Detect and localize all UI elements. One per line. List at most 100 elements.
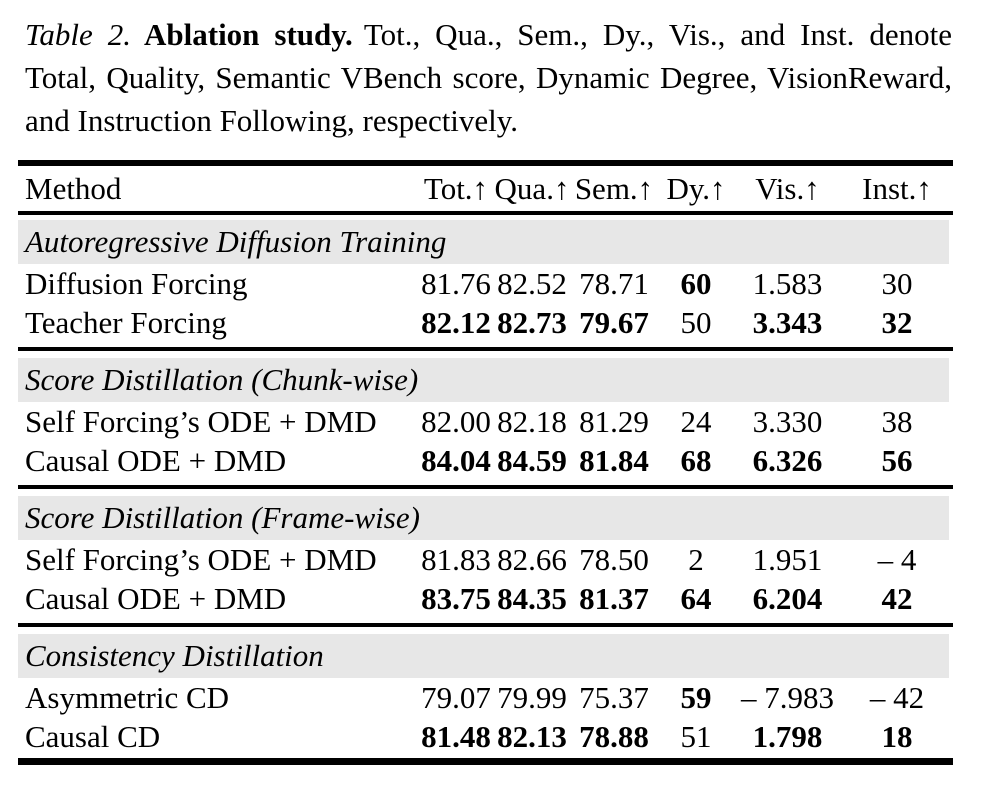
metric-value: 18 (881, 718, 913, 754)
spacer-cell (18, 489, 953, 496)
table-row: Self Forcing’s ODE + DMD 81.83 82.66 78.50 2… (18, 540, 953, 579)
method-name: Causal ODE + DMD (25, 580, 287, 616)
metric-value: 81.76 (421, 265, 491, 301)
column-header-method: Method (25, 170, 122, 206)
table-row: Asymmetric CD 79.07 79.99 75.37 59 – 7.983 – 4… (18, 678, 953, 717)
metric-value: 81.37 (579, 580, 649, 616)
metric-value: 81.29 (579, 403, 649, 439)
metric-value: 84.04 (421, 442, 491, 478)
metric-value: 38 (881, 403, 913, 439)
spacer-row (18, 489, 953, 496)
method-name: Causal CD (25, 718, 161, 754)
metric-value: 82.52 (497, 265, 567, 301)
metric-value: 78.71 (579, 265, 649, 301)
column-header-metric: Dy.↑ (666, 170, 726, 206)
metric-value: 81.48 (421, 718, 491, 754)
metric-value: 82.66 (497, 541, 567, 577)
table-section: Consistency Distillation Asymmetric CD 79.… (18, 627, 957, 761)
caption-body: Tot., Qua., Sem., Dy., Vis., and Inst. d… (25, 17, 952, 138)
section-title-row: Autoregressive Diffusion Training (18, 220, 957, 264)
metric-value: 51 (680, 718, 712, 754)
section-title: Score Distillation (Chunk-wise) (18, 358, 957, 402)
metric-value: 79.07 (421, 679, 491, 715)
rule-cell (18, 485, 953, 489)
spacer-cell (18, 351, 953, 358)
metric-value: 64 (680, 580, 712, 616)
metric-value: 1.951 (752, 541, 823, 577)
metric-value: 78.50 (579, 541, 649, 577)
table-row: Causal ODE + DMD 83.75 84.35 81.37 64 6.204 42 (18, 579, 953, 618)
metric-value: 78.88 (579, 718, 649, 754)
column-header-metric: Vis.↑ (755, 170, 820, 206)
ablation-table: Method Tot.↑ Qua.↑ Sem.↑ Dy.↑ Vis.↑ Inst.↑ Aut… (18, 160, 957, 765)
metric-value: 79.99 (497, 679, 567, 715)
metric-value: 2 (688, 541, 704, 577)
rule-cell (18, 347, 953, 351)
method-name: Causal ODE + DMD (25, 442, 287, 478)
metric-value: 1.798 (752, 718, 823, 754)
method-name: Asymmetric CD (25, 679, 230, 715)
metric-value: 60 (680, 265, 712, 301)
section-divider-rule (18, 623, 953, 627)
caption-title: Ablation study. (144, 17, 353, 52)
table-section: Score Distillation (Chunk-wise) Self Forc… (18, 351, 957, 489)
table-header: Method Tot.↑ Qua.↑ Sem.↑ Dy.↑ Vis.↑ Inst.↑ (18, 163, 953, 213)
metric-value: – 4 (877, 541, 917, 577)
spacer-row (18, 213, 953, 220)
section-title: Consistency Distillation (18, 634, 957, 678)
metric-value: 59 (680, 679, 712, 715)
metric-value: 1.583 (752, 265, 823, 301)
section-title-row: Score Distillation (Frame-wise) (18, 496, 957, 540)
column-header-metric: Tot.↑ (423, 170, 489, 206)
table-row: Causal CD 81.48 82.13 78.88 51 1.798 18 (18, 717, 953, 756)
column-header-metric: Qua.↑ (494, 170, 570, 206)
method-name: Self Forcing’s ODE + DMD (25, 403, 377, 439)
table-row: Teacher Forcing 82.12 82.73 79.67 50 3.343 32 (18, 303, 953, 342)
metric-value: 82.00 (421, 403, 491, 439)
spacer-row (18, 627, 953, 634)
metric-value: 81.83 (421, 541, 491, 577)
metric-value: 42 (881, 580, 913, 616)
spacer-cell (18, 627, 953, 634)
section-title-row: Score Distillation (Chunk-wise) (18, 358, 957, 402)
column-header-metric: Sem.↑ (574, 170, 654, 206)
table-row: Diffusion Forcing 81.76 82.52 78.71 60 1.583 3… (18, 264, 953, 303)
rule-cell (18, 623, 953, 627)
section-divider-rule (18, 347, 953, 351)
metric-value: 3.343 (752, 304, 823, 340)
spacer-row (18, 756, 953, 761)
metric-value: 3.330 (752, 403, 823, 439)
metric-value: 82.18 (497, 403, 567, 439)
section-title: Score Distillation (Frame-wise) (18, 496, 957, 540)
spacer-cell (18, 756, 953, 761)
metric-value: 6.326 (752, 442, 823, 478)
section-title-row: Consistency Distillation (18, 634, 957, 678)
metric-value: 82.73 (497, 304, 567, 340)
spacer-row (18, 351, 953, 358)
header-row: Method Tot.↑ Qua.↑ Sem.↑ Dy.↑ Vis.↑ Inst.↑ (18, 163, 953, 213)
section-divider-rule (18, 485, 953, 489)
metric-value: 79.67 (579, 304, 649, 340)
table-section: Score Distillation (Frame-wise) Self Forc… (18, 489, 957, 627)
metric-value: – 7.983 (741, 679, 834, 715)
metric-value: 56 (881, 442, 913, 478)
method-name: Teacher Forcing (25, 304, 227, 340)
method-name: Self Forcing’s ODE + DMD (25, 541, 377, 577)
column-header-metric: Inst.↑ (862, 170, 932, 206)
metric-value: 83.75 (421, 580, 491, 616)
metric-value: 75.37 (579, 679, 649, 715)
table-caption: Table 2. Ablation study. Tot., Qua., Sem.,… (25, 13, 952, 142)
section-title: Autoregressive Diffusion Training (18, 220, 957, 264)
metric-value: 50 (680, 304, 712, 340)
method-name: Diffusion Forcing (25, 265, 248, 301)
metric-value: 30 (881, 265, 913, 301)
metric-value: 84.35 (497, 580, 567, 616)
metric-value: 24 (680, 403, 712, 439)
spacer-cell (18, 213, 953, 220)
metric-value: 82.12 (421, 304, 491, 340)
table-section: Autoregressive Diffusion Training Diffusi… (18, 213, 957, 351)
table-row: Self Forcing’s ODE + DMD 82.00 82.18 81.29 2… (18, 402, 953, 441)
metric-value: – 42 (869, 679, 925, 715)
metric-value: 82.13 (497, 718, 567, 754)
